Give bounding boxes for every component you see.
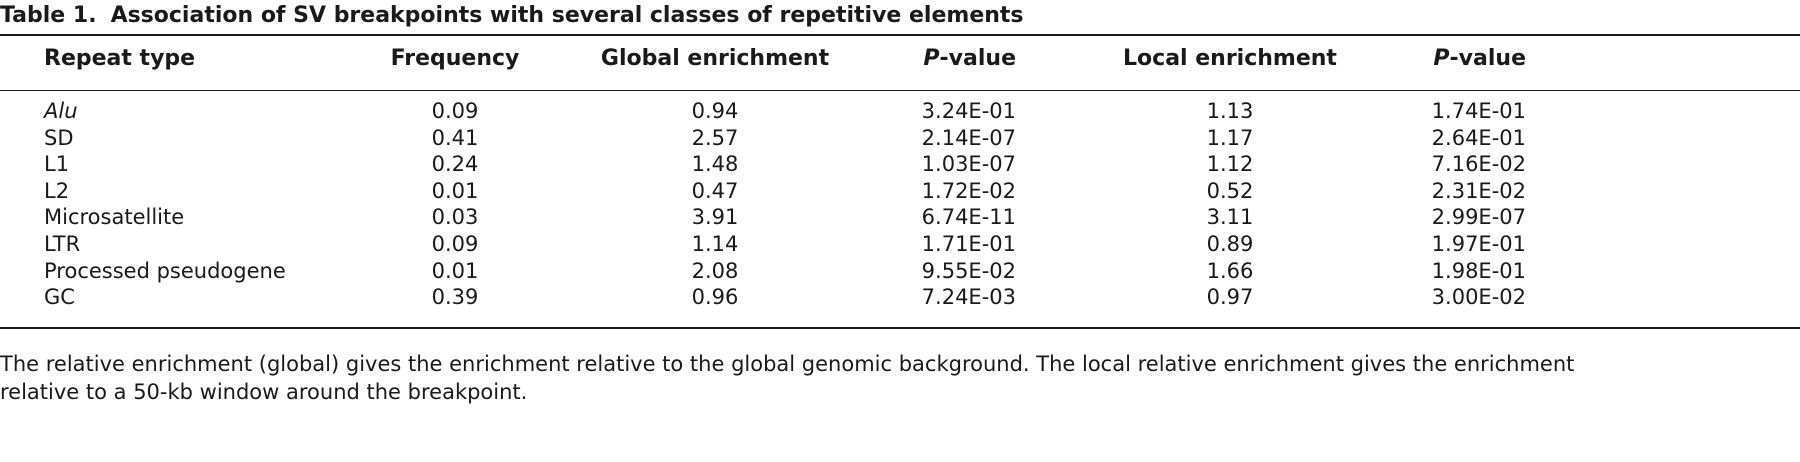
header-local-p-value: P-value [1380, 44, 1526, 74]
table-row: SD 0.41 2.57 2.14E-07 1.17 2.64E-01 [0, 125, 1800, 152]
header-local-enrichment: Local enrichment [1123, 46, 1337, 71]
cell-frequency: 0.01 [431, 258, 479, 283]
cell-global-enrichment: 0.96 [691, 285, 739, 310]
cell-local-enrichment: 0.97 [1206, 285, 1254, 310]
cell-local-enrichment: 1.17 [1206, 125, 1254, 150]
footnote-line: The relative enrichment (global) gives t… [0, 352, 1575, 376]
cell-repeat-type: LTR [44, 231, 81, 256]
cell-local-enrichment: 1.13 [1206, 99, 1254, 123]
table-row: Processed pseudogene 0.01 2.08 9.55E-02 … [0, 258, 1800, 285]
table-title: Association of SV breakpoints with sever… [110, 3, 1024, 28]
cell-frequency: 0.01 [431, 178, 479, 203]
cell-local-enrichment: 3.11 [1206, 205, 1254, 230]
cell-frequency: 0.03 [431, 205, 479, 230]
cell-repeat-type: SD [44, 125, 74, 150]
cell-frequency: 0.39 [431, 285, 479, 310]
cell-global-enrichment: 2.57 [691, 125, 739, 150]
cell-global-enrichment: 2.08 [691, 258, 739, 283]
cell-local-p-value: 3.00E-02 [1431, 285, 1526, 310]
cell-global-enrichment: 0.47 [691, 178, 739, 203]
table-row: L1 0.24 1.48 1.03E-07 1.12 7.16E-02 [0, 151, 1800, 178]
cell-repeat-type: L2 [44, 178, 70, 203]
cell-frequency: 0.41 [431, 125, 479, 150]
cell-local-p-value: 1.74E-01 [1431, 99, 1526, 123]
cell-global-enrichment: 0.94 [691, 99, 739, 123]
table-body: Alu 0.09 0.94 3.24E-01 1.13 1.74E-01 SD … [0, 98, 1800, 311]
cell-global-p-value: 6.74E-11 [921, 205, 1016, 230]
table-label: Table 1. [0, 3, 97, 28]
header-local-p-italic: P [1433, 46, 1450, 71]
cell-repeat-type: GC [44, 285, 75, 310]
header-global-p-italic: P [923, 46, 940, 71]
cell-global-p-value: 1.71E-01 [921, 231, 1016, 256]
cell-local-enrichment: 0.89 [1206, 231, 1254, 256]
cell-global-enrichment: 1.14 [691, 231, 739, 256]
table-caption: Table 1. Association of SV breakpoints wi… [0, 2, 1024, 30]
table-footnote: The relative enrichment (global) gives t… [0, 350, 1800, 406]
cell-repeat-type: L1 [44, 152, 70, 177]
cell-global-enrichment: 1.48 [691, 152, 739, 177]
cell-local-p-value: 1.97E-01 [1431, 231, 1526, 256]
header-global-p-rest: -value [939, 46, 1016, 71]
cell-global-p-value: 2.14E-07 [921, 125, 1016, 150]
table-row: L2 0.01 0.47 1.72E-02 0.52 2.31E-02 [0, 178, 1800, 205]
cell-global-p-value: 1.03E-07 [921, 152, 1016, 177]
table-row: GC 0.39 0.96 7.24E-03 0.97 3.00E-02 [0, 284, 1800, 311]
cell-global-enrichment: 3.91 [691, 205, 739, 230]
cell-frequency: 0.09 [431, 231, 479, 256]
footnote-line: relative to a 50-kb window around the br… [0, 380, 528, 404]
table-header-row: Repeat type Frequency Global enrichment … [0, 44, 1800, 74]
header-repeat-type: Repeat type [44, 46, 196, 71]
cell-global-p-value: 7.24E-03 [921, 285, 1016, 310]
table-row: Microsatellite 0.03 3.91 6.74E-11 3.11 2… [0, 204, 1800, 231]
cell-frequency: 0.24 [431, 152, 479, 177]
cell-global-p-value: 9.55E-02 [921, 258, 1016, 283]
cell-repeat-type: Processed pseudogene [44, 258, 286, 283]
header-global-enrichment: Global enrichment [600, 46, 830, 71]
cell-local-enrichment: 1.12 [1206, 152, 1254, 177]
cell-local-enrichment: 0.52 [1206, 178, 1254, 203]
header-local-p-rest: -value [1449, 46, 1526, 71]
table-row: LTR 0.09 1.14 1.71E-01 0.89 1.97E-01 [0, 231, 1800, 258]
cell-local-enrichment: 1.66 [1206, 258, 1254, 283]
cell-local-p-value: 2.31E-02 [1431, 178, 1526, 203]
cell-global-p-value: 1.72E-02 [921, 178, 1016, 203]
cell-local-p-value: 2.99E-07 [1431, 205, 1526, 230]
header-global-p-value: P-value [860, 44, 1016, 74]
table-row: Alu 0.09 0.94 3.24E-01 1.13 1.74E-01 [0, 98, 1800, 125]
cell-repeat-type: Alu [44, 99, 78, 123]
cell-local-p-value: 2.64E-01 [1431, 125, 1526, 150]
cell-repeat-type: Microsatellite [44, 205, 185, 230]
cell-local-p-value: 1.98E-01 [1431, 258, 1526, 283]
cell-local-p-value: 7.16E-02 [1431, 152, 1526, 177]
cell-global-p-value: 3.24E-01 [921, 99, 1016, 123]
bottom-rule [0, 327, 1800, 329]
top-rule [0, 34, 1800, 36]
header-rule [0, 90, 1800, 91]
cell-frequency: 0.09 [431, 99, 479, 123]
header-frequency: Frequency [390, 46, 520, 71]
